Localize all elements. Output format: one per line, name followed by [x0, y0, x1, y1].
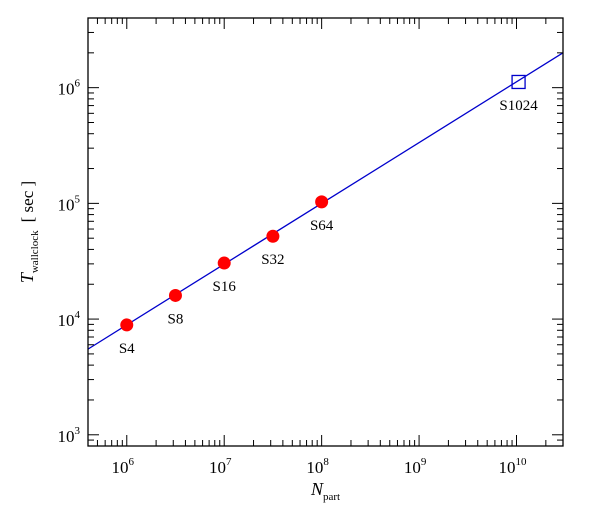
y-tick-label-exponent: 4 — [75, 309, 81, 321]
y-tick-label-exponent: 3 — [75, 425, 81, 437]
y-tick-label-exponent: 6 — [75, 78, 81, 90]
data-point — [217, 256, 231, 270]
y-tick-label: 106 — [58, 78, 81, 99]
point-label: S8 — [168, 311, 184, 327]
y-tick-label: 104 — [58, 309, 81, 330]
x-tick-label-base: 10 — [499, 458, 516, 477]
y-tick-label: 103 — [58, 425, 81, 446]
point-label: S1024 — [499, 98, 538, 114]
data-point — [266, 229, 280, 243]
point-label: S4 — [119, 341, 135, 357]
x-tick-label-base: 10 — [404, 458, 421, 477]
x-tick-label: 106 — [112, 456, 135, 477]
data-point — [511, 74, 526, 90]
x-tick-label-exponent: 10 — [516, 456, 528, 468]
x-tick-label: 107 — [209, 456, 232, 477]
x-axis-label-subscript: part — [323, 491, 340, 503]
y-tick-label-exponent: 5 — [75, 193, 81, 205]
x-tick-label-base: 10 — [209, 458, 226, 477]
x-tick-label-base: 10 — [112, 458, 129, 477]
y-tick-label-base: 10 — [58, 427, 75, 446]
y-tick-label: 105 — [58, 193, 81, 214]
y-tick-label-base: 10 — [58, 80, 75, 99]
x-tick-label: 109 — [404, 456, 427, 477]
y-axis-label-unit: [ sec ] — [18, 181, 37, 223]
y-tick-label-base: 10 — [58, 311, 75, 330]
y-axis-label-subscript: wallclock — [29, 230, 41, 273]
points-layer — [120, 74, 526, 332]
data-point — [168, 288, 182, 302]
plot-frame — [87, 17, 564, 447]
data-point — [315, 195, 329, 209]
x-axis-label-symbol: N — [310, 479, 324, 499]
y-axis-label-symbol: T — [17, 271, 37, 283]
x-tick-label-exponent: 8 — [323, 456, 329, 468]
point-label: S64 — [310, 218, 334, 234]
labels-layer: 106 107 108 109 1010103104105106S4S8S16S32S6… — [58, 78, 539, 477]
x-tick-label-exponent: 6 — [129, 456, 135, 468]
x-tick-label-exponent: 7 — [226, 456, 232, 468]
x-tick-label: 1010 — [499, 456, 528, 477]
point-label: S32 — [261, 252, 284, 268]
x-tick-label-exponent: 9 — [421, 456, 427, 468]
x-axis-label: Npart — [310, 479, 340, 503]
point-label: S16 — [213, 279, 237, 295]
y-axis-label: Twallclock [ sec ] — [17, 181, 41, 283]
x-tick-label-base: 10 — [306, 458, 323, 477]
x-tick-label: 108 — [306, 456, 329, 477]
y-tick-label-base: 10 — [58, 195, 75, 214]
ticks-layer — [87, 17, 564, 447]
data-point — [120, 318, 134, 332]
